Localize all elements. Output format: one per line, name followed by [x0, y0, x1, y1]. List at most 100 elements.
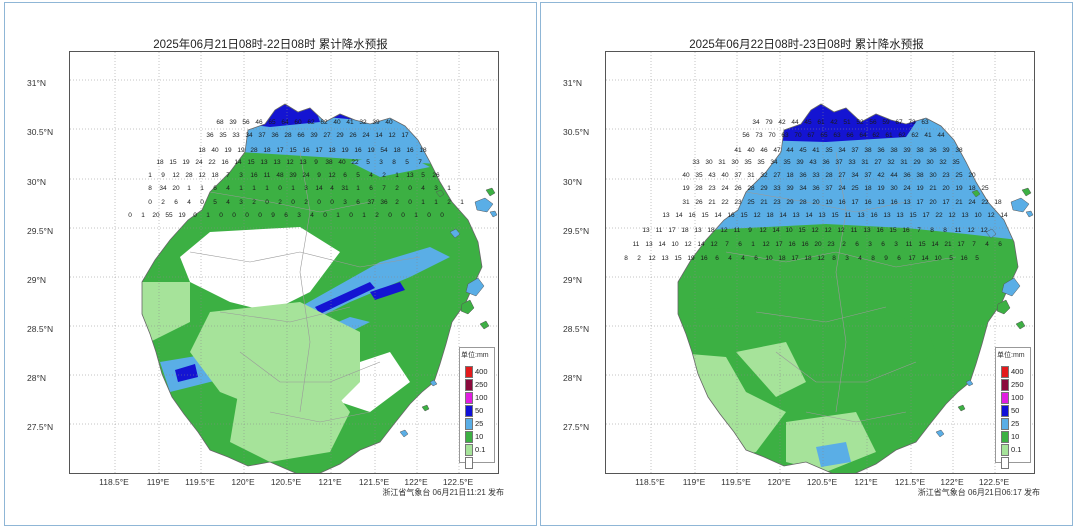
station-value: 70 [794, 132, 802, 139]
station-value: 13 [642, 227, 650, 234]
island [399, 429, 409, 438]
legend-swatch [1001, 457, 1009, 469]
station-value: 26 [349, 132, 357, 139]
station-value: 36 [271, 132, 279, 139]
station-value: 36 [812, 185, 820, 192]
station-value: 21 [929, 185, 937, 192]
station-value: 37 [825, 185, 833, 192]
station-value: 17 [957, 241, 965, 248]
station-value: 18 [968, 185, 976, 192]
station-value: 28 [284, 132, 292, 139]
station-value: 12 [684, 241, 692, 248]
station-value: 18 [681, 227, 689, 234]
station-value: 17 [668, 227, 676, 234]
lat-label-30-5: 30.5°N [563, 127, 590, 137]
station-value: 23 [773, 199, 781, 206]
legend-level-label: 100 [1011, 393, 1024, 402]
station-value: 0 [291, 199, 295, 206]
station-value: 38 [864, 147, 872, 154]
station-value: 0 [427, 212, 431, 219]
station-value: 23 [708, 185, 716, 192]
station-value: 60 [294, 119, 302, 126]
station-value: 39 [796, 159, 804, 166]
station-value: 5 [405, 159, 409, 166]
station-value: 25 [981, 185, 989, 192]
station-value: 15 [918, 241, 926, 248]
station-value: 8 [148, 185, 152, 192]
legend-level-label: 50 [1011, 406, 1020, 415]
lat-label-29: 29°N [27, 275, 46, 285]
station-value: 3 [239, 199, 243, 206]
station-value: 1 [200, 185, 204, 192]
station-value: 14 [931, 241, 939, 248]
station-value: 21 [708, 199, 716, 206]
station-value: 9 [317, 172, 321, 179]
station-value: 40 [338, 159, 346, 166]
station-value: 37 [734, 172, 742, 179]
station-value: 14 [714, 212, 722, 219]
station-value: 14 [1000, 212, 1008, 219]
station-value: 2 [842, 241, 846, 248]
station-value: 32 [887, 159, 895, 166]
station-value: 5 [949, 255, 953, 262]
station-value: 3 [379, 159, 383, 166]
station-value: 13 [883, 212, 891, 219]
station-value: 12 [720, 227, 728, 234]
city-boundary [755, 306, 887, 323]
station-value: 63 [833, 132, 841, 139]
station-value: 61 [885, 132, 893, 139]
station-value: 24 [838, 185, 846, 192]
station-value: 14 [772, 227, 780, 234]
legend: 单位:mm 400 250 100 50 25 10 0.1 [459, 347, 495, 469]
station-value: 35 [219, 132, 227, 139]
island [429, 379, 438, 387]
station-value: 8 [392, 159, 396, 166]
station-value: 17 [922, 212, 930, 219]
station-value: 14 [375, 132, 383, 139]
zone-01 [230, 372, 350, 462]
legend-swatch [465, 366, 473, 378]
lat-label-28: 28°N [563, 373, 582, 383]
station-value: 37 [367, 199, 375, 206]
station-value: 0 [219, 212, 223, 219]
lat-label-30: 30°N [27, 177, 46, 187]
lon-label-121: 121°E [318, 477, 342, 487]
legend-level-label: 25 [1011, 419, 1020, 428]
station-value: 12 [648, 255, 656, 262]
station-value: 18 [786, 172, 794, 179]
legend-swatch [465, 405, 473, 417]
station-value: 56 [742, 132, 750, 139]
station-value: 18 [778, 255, 786, 262]
station-value: 27 [773, 172, 781, 179]
station-value: 11 [656, 227, 663, 234]
station-value: 18 [156, 159, 164, 166]
station-value: 62 [307, 119, 315, 126]
station-value: 10 [934, 255, 942, 262]
station-value: 10 [785, 227, 793, 234]
station-value: 12 [967, 227, 975, 234]
lat-label-30-5: 30.5°N [27, 127, 54, 137]
island [435, 189, 445, 198]
station-value: 6 [754, 255, 758, 262]
rain-zones [142, 104, 482, 462]
lon-label-120-5: 120.5°E [806, 477, 838, 487]
forecast-panel-day2: 2025年06月22日08时-23日08时 累计降水预报 34 79 42 44 45 6… [540, 2, 1073, 526]
station-value: 16 [688, 212, 696, 219]
station-value: 34 [770, 159, 778, 166]
zone-01 [736, 342, 806, 397]
station-value: 18 [211, 172, 219, 179]
station-value: 66 [297, 132, 305, 139]
station-value: 16 [902, 227, 910, 234]
station-value: 12 [837, 227, 845, 234]
station-value: 0 [265, 199, 269, 206]
station-value: 13 [903, 199, 911, 206]
station-value: 43 [809, 159, 817, 166]
station-value: 5 [366, 159, 370, 166]
island [485, 187, 496, 197]
station-value: 37 [864, 172, 872, 179]
station-value: 16 [864, 199, 872, 206]
station-value: 31 [718, 159, 726, 166]
station-value: 1 [141, 212, 145, 219]
lon-label-120: 120°E [767, 477, 791, 487]
station-value: 1 [291, 185, 295, 192]
